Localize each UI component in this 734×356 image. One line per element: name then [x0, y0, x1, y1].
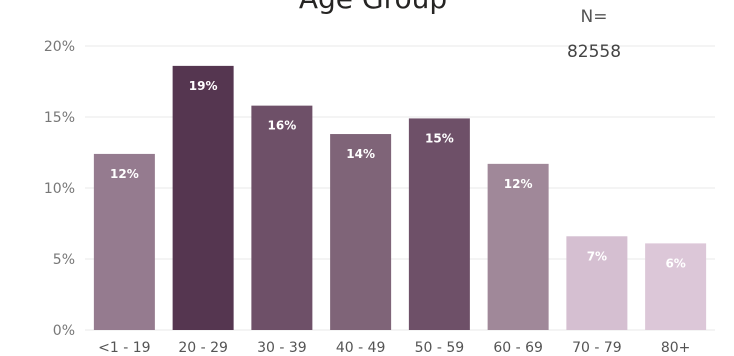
bar[interactable]	[487, 163, 549, 330]
x-tick-label: <1 - 19	[98, 340, 150, 356]
data-label: 19%	[189, 79, 218, 93]
data-label: 16%	[268, 119, 297, 133]
n-value: 82558	[567, 42, 621, 62]
data-label: 14%	[346, 147, 375, 161]
bar[interactable]	[330, 134, 392, 330]
data-label: 7%	[587, 249, 607, 263]
bar[interactable]	[93, 153, 155, 330]
data-label: 12%	[504, 177, 533, 191]
bar[interactable]	[566, 236, 628, 330]
x-tick-label: 60 - 69	[493, 340, 543, 356]
data-label: 6%	[665, 256, 685, 270]
data-labels: 12% 19% 16% 14% 15% 12% 7% 6%	[110, 79, 686, 271]
y-tick-label: 5%	[53, 252, 75, 268]
y-tick-label: 10%	[44, 181, 75, 197]
n-label: N=	[581, 7, 608, 27]
x-tick-label: 40 - 49	[336, 340, 386, 356]
y-axis-ticks: 0% 5% 10% 15% 20%	[44, 39, 75, 339]
x-tick-label: 50 - 59	[415, 340, 465, 356]
bar[interactable]	[251, 105, 313, 330]
x-tick-label: 30 - 39	[257, 340, 307, 356]
bar[interactable]	[172, 65, 234, 330]
x-axis-ticks: <1 - 19 20 - 29 30 - 39 40 - 49 50 - 59 60 - …	[98, 340, 690, 356]
data-label: 12%	[110, 167, 139, 181]
bars	[93, 65, 707, 330]
bar[interactable]	[408, 118, 470, 330]
data-label: 15%	[425, 131, 454, 145]
chart-title: Age Group	[299, 0, 447, 15]
bar[interactable]	[645, 243, 707, 330]
y-tick-label: 20%	[44, 39, 75, 55]
x-tick-label: 80+	[661, 340, 691, 356]
x-tick-label: 20 - 29	[178, 340, 228, 356]
y-tick-label: 15%	[44, 110, 75, 126]
y-tick-label: 0%	[53, 323, 75, 339]
x-tick-label: 70 - 79	[572, 340, 622, 356]
